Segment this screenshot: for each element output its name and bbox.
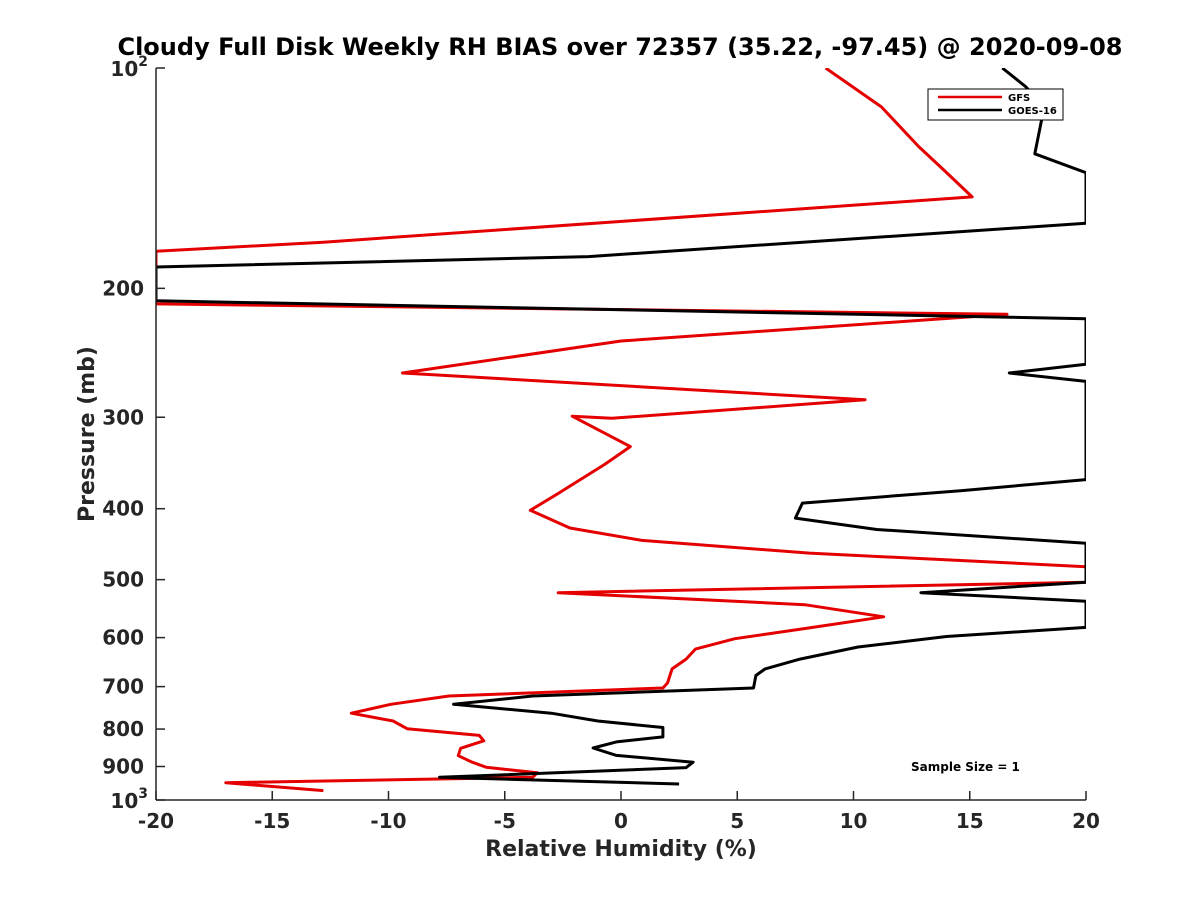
sample-size-annotation: Sample Size = 1 xyxy=(911,760,1020,774)
series-layer xyxy=(156,68,1086,793)
legend-label-gfs: GFS xyxy=(1008,93,1030,104)
x-axis-label: Relative Humidity (%) xyxy=(485,837,757,862)
y-tick-label: 600 xyxy=(102,626,144,650)
axes-layer: -20 -15 -10 -5 0 5 10 15 20 102 200 300 400 500 600 700… xyxy=(102,54,1100,833)
x-tick-label: 5 xyxy=(730,809,744,833)
x-tick-label: 20 xyxy=(1072,809,1100,833)
y-tick-label: 102 xyxy=(110,54,148,81)
y-axis-label: Pressure (mb) xyxy=(75,346,100,522)
x-tick-label: -15 xyxy=(254,809,290,833)
legend-label-goes16: GOES-16 xyxy=(1008,106,1057,117)
y-tick-label: 500 xyxy=(102,568,144,592)
y-tick-label: 300 xyxy=(102,405,144,429)
series-line-gfs xyxy=(156,68,1086,793)
series-line-goes-16 xyxy=(156,68,1086,786)
x-tick-label: 15 xyxy=(956,809,984,833)
plot-background xyxy=(156,68,1086,800)
legend-box xyxy=(927,88,1064,121)
y-tick-label: 400 xyxy=(102,497,144,521)
y-tick-label: 700 xyxy=(102,675,144,699)
legend: GFS GOES-16 xyxy=(927,88,1064,121)
y-tick-label: 800 xyxy=(102,717,144,741)
x-tick-label: -10 xyxy=(370,809,406,833)
x-tick-label: -20 xyxy=(138,809,174,833)
x-tick-label: -5 xyxy=(494,809,516,833)
y-tick-label: 200 xyxy=(102,276,144,300)
y-tick-label: 103 xyxy=(110,786,148,813)
chart-title: Cloudy Full Disk Weekly RH BIAS over 723… xyxy=(117,33,1122,61)
y-tick-label: 900 xyxy=(102,755,144,779)
x-tick-label: 0 xyxy=(614,809,628,833)
x-tick-label: 10 xyxy=(840,809,868,833)
